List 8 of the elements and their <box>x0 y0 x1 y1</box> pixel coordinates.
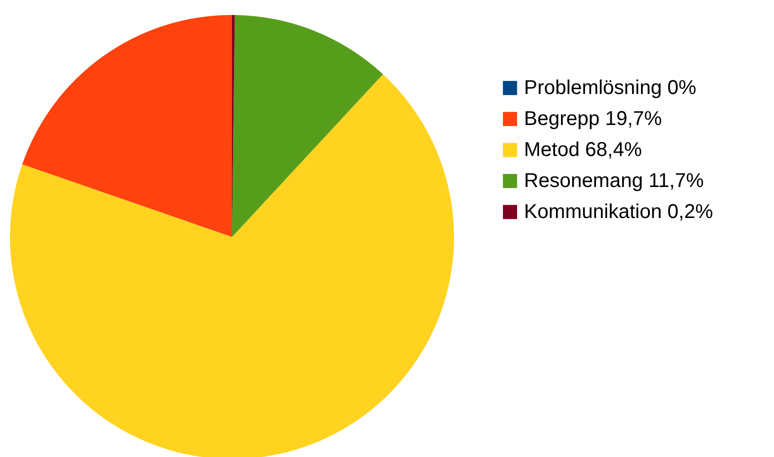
legend-label: Kommunikation 0,2% <box>524 201 714 223</box>
legend-label: Resonemang 11,7% <box>524 170 704 192</box>
legend-label: Begrepp 19,7% <box>524 108 662 130</box>
legend-label: Problemlösning 0% <box>524 77 697 99</box>
legend-label: Metod 68,4% <box>524 139 642 161</box>
pie-slice <box>10 74 454 457</box>
pie-slice <box>22 15 232 237</box>
pie-slice <box>232 15 383 237</box>
